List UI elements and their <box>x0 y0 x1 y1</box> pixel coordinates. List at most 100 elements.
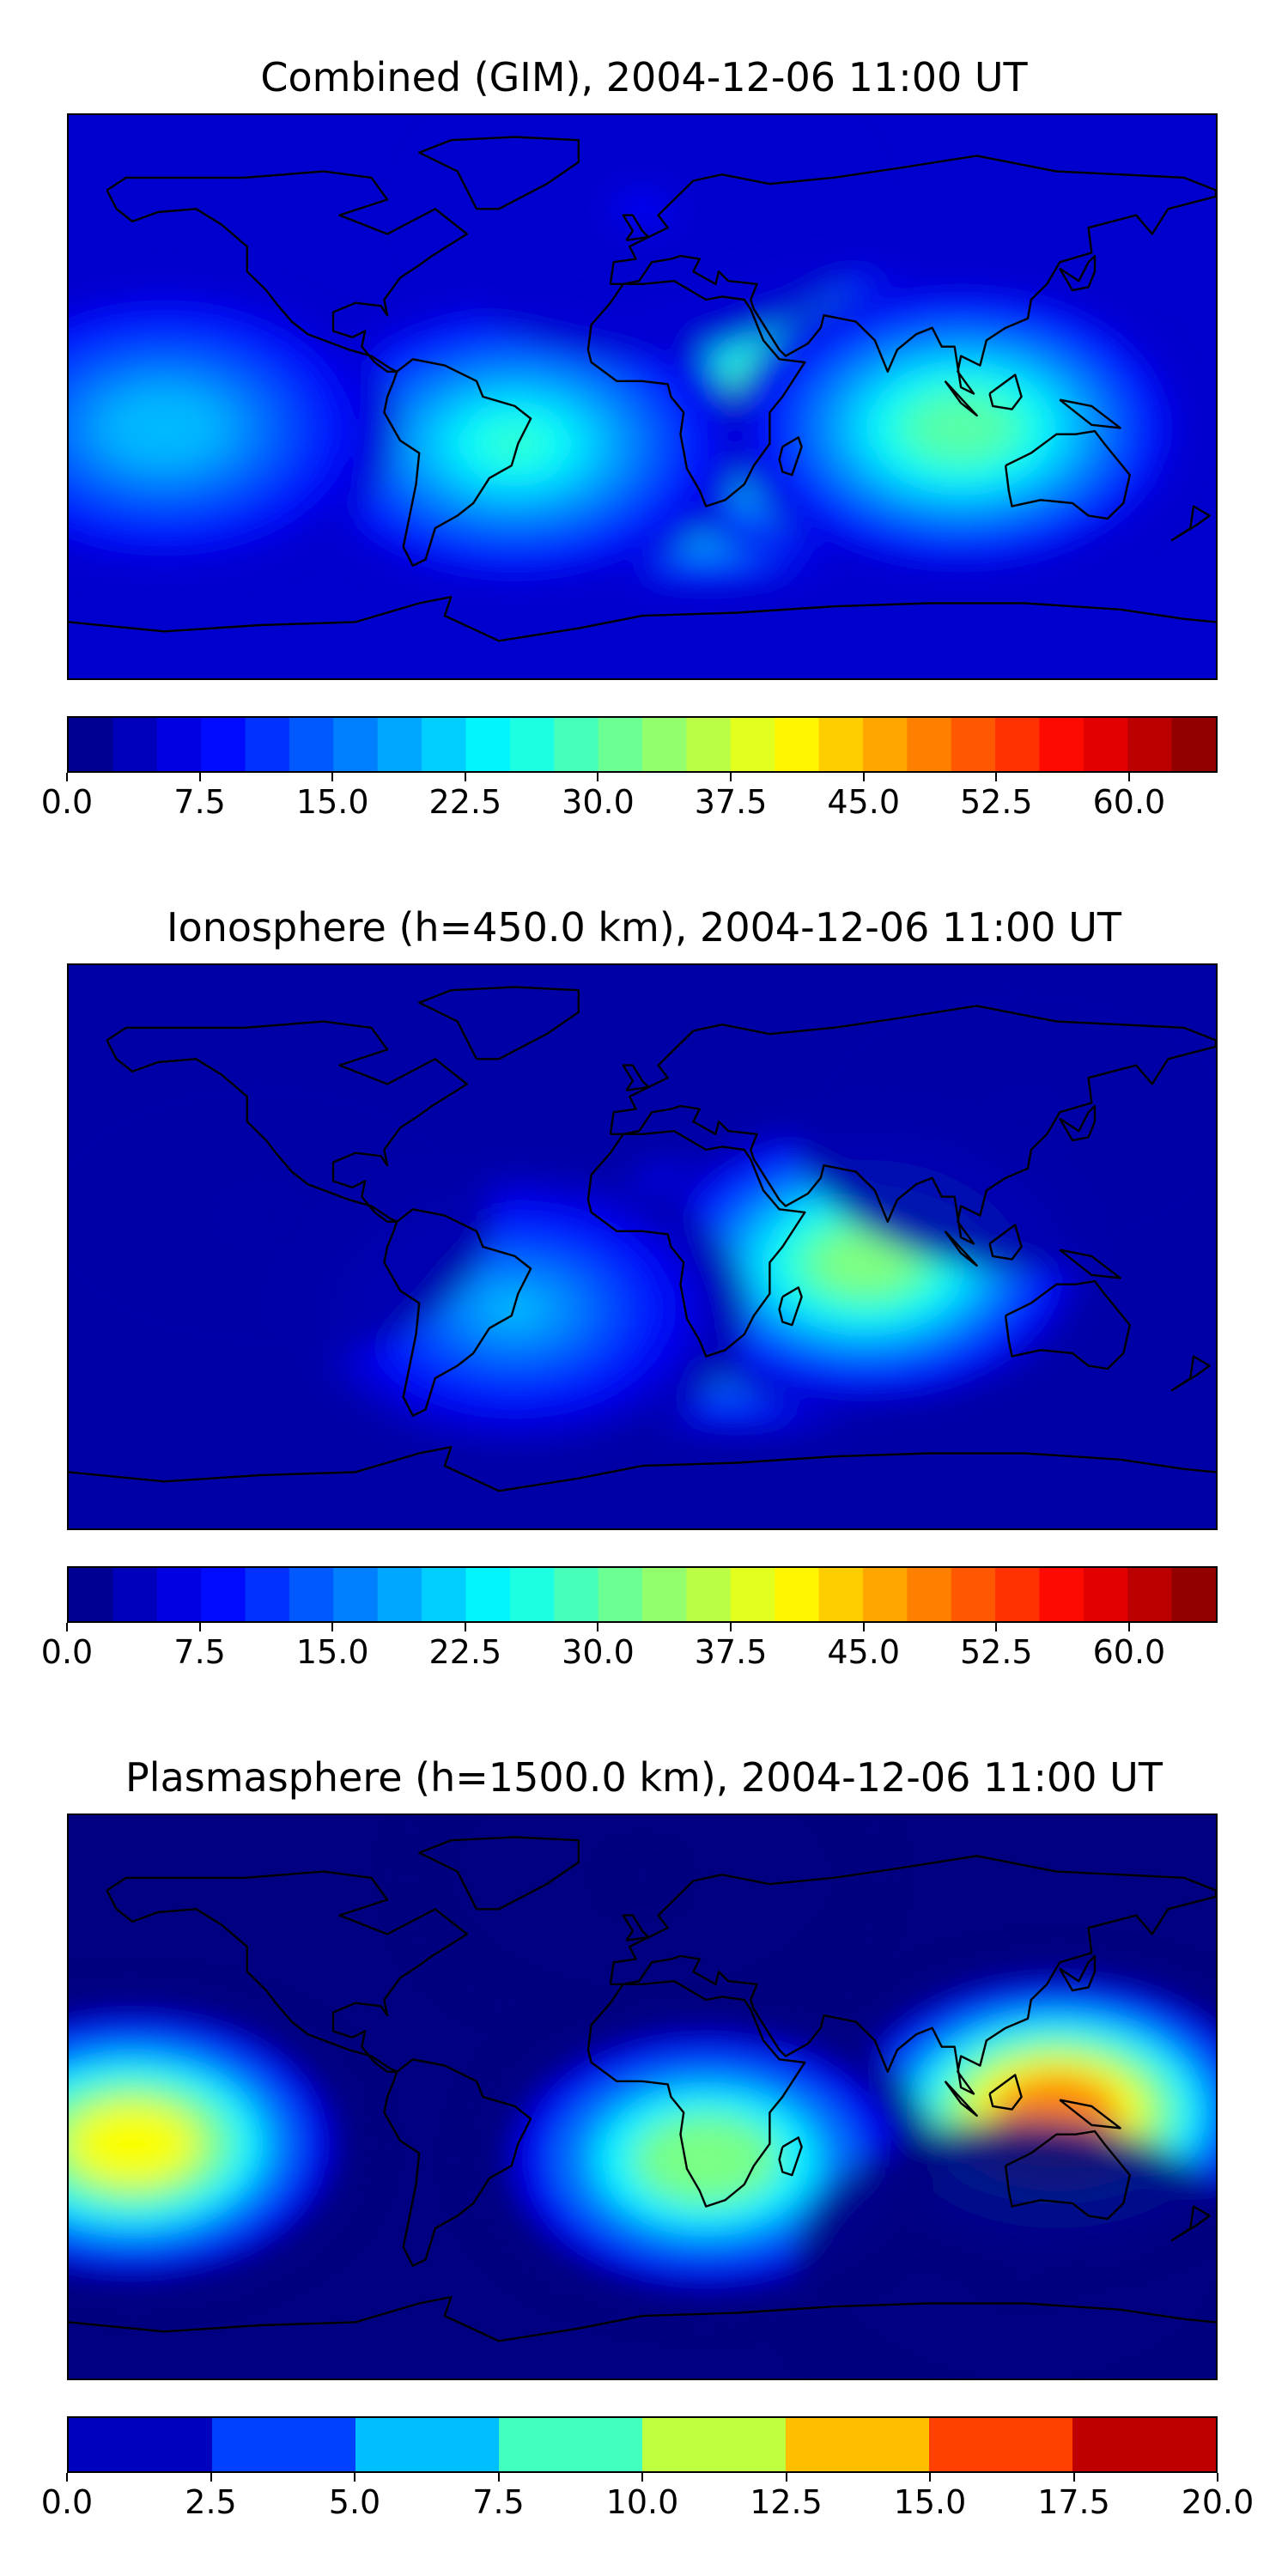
coastline <box>622 1914 650 1941</box>
colorbar-tick-label: 22.5 <box>428 783 502 821</box>
colorbar-tick <box>198 1623 201 1631</box>
colorbar-tick <box>641 2473 643 2482</box>
colorbar-swatch <box>377 1568 422 1621</box>
chart-title: Plasmasphere (h=1500.0 km), 2004-12-06 1… <box>125 1754 1163 1801</box>
coastline <box>622 214 650 241</box>
colorbar-swatch <box>1083 718 1128 771</box>
colorbar-tick-label: 0.0 <box>40 2483 94 2521</box>
colorbar-ticks: 0.0 2.5 5.0 7.5 10.0 12.5 15.0 17.5 20.0 <box>41 2473 1254 2524</box>
colorbar-swatch <box>730 1568 775 1621</box>
colorbar-svg <box>69 2418 1216 2471</box>
colorbar-swatch <box>951 718 996 771</box>
colorbar-swatch <box>929 2418 1073 2471</box>
coastline <box>106 1870 469 2073</box>
colorbar-swatch <box>642 718 687 771</box>
coastline <box>1059 254 1097 292</box>
map-plot <box>67 1814 1218 2380</box>
colorbar <box>67 2416 1218 2473</box>
coastline <box>1059 398 1121 429</box>
coastline <box>609 1005 1216 1245</box>
colorbar-tick <box>354 2473 355 2482</box>
colorbar-swatch <box>465 1568 511 1621</box>
colorbar-tick <box>464 773 466 781</box>
colorbar-tick <box>862 773 865 781</box>
coastline <box>988 374 1023 410</box>
colorbar-swatch <box>156 1568 202 1621</box>
colorbar-swatch <box>554 718 599 771</box>
colorbar-swatch <box>730 718 775 771</box>
colorbar-tick-label: 7.5 <box>173 1633 226 1671</box>
colorbar-swatch <box>465 718 511 771</box>
field-peak <box>613 191 671 227</box>
coastline <box>586 1980 806 2208</box>
coastline <box>418 1836 580 1911</box>
coastline <box>1059 1249 1121 1279</box>
colorbar-swatch <box>377 718 422 771</box>
colorbar-tick <box>730 773 732 781</box>
coastline <box>1004 429 1131 520</box>
field-peak <box>677 2142 736 2177</box>
colorbar-tick <box>785 2473 787 2482</box>
panel-combined: Combined (GIM), 2004-12-06 11:00 UT 0.0 7… <box>0 0 1288 859</box>
colorbar-swatch <box>686 1568 732 1621</box>
colorbar-tick <box>1072 2473 1075 2482</box>
colorbar-swatch <box>355 2418 500 2471</box>
colorbar-tick-label: 5.0 <box>328 2483 381 2521</box>
colorbar-swatch <box>995 718 1041 771</box>
coastline <box>383 1208 532 1417</box>
chart-title: Ionosphere (h=450.0 km), 2004-12-06 11:0… <box>167 904 1121 951</box>
colorbar-tick-label: 30.0 <box>562 1633 635 1671</box>
coastline <box>1170 2205 1211 2242</box>
coastline <box>1059 1954 1097 1992</box>
field-level <box>410 115 874 359</box>
colorbar-swatch <box>112 1568 158 1621</box>
coastline <box>106 1020 469 1223</box>
colorbar-swatch <box>212 2418 356 2471</box>
colorbar-tick <box>597 773 599 781</box>
colorbar-tick-label: 15.0 <box>295 1633 369 1671</box>
coastline <box>1170 1355 1211 1392</box>
colorbar-swatch <box>1171 1568 1216 1621</box>
colorbar-tick-label: 60.0 <box>1092 1633 1166 1671</box>
coastline <box>1059 2099 1121 2129</box>
colorbar-tick <box>198 773 201 781</box>
colorbar-tick <box>1127 773 1130 781</box>
field-peak <box>135 410 194 446</box>
coastline <box>1170 505 1211 542</box>
colorbar-tick-label: 52.5 <box>959 783 1033 821</box>
colorbar-tick-label: 7.5 <box>173 783 226 821</box>
colorbar-tick-label: 60.0 <box>1092 783 1166 821</box>
colorbar-swatch <box>598 718 643 771</box>
colorbar-tick-label: 0.0 <box>40 1633 94 1671</box>
field-peak <box>485 426 544 461</box>
colorbar-swatch <box>245 718 290 771</box>
coastline <box>418 136 580 210</box>
colorbar-swatch <box>907 718 952 771</box>
colorbar <box>67 716 1218 773</box>
colorbar-swatch <box>818 1568 864 1621</box>
colorbar-ticks: 0.0 7.5 15.0 22.5 30.0 37.5 45.0 52.5 60.0 <box>41 1623 1218 1674</box>
field-level <box>793 2119 1216 2379</box>
colorbar-swatch <box>862 1568 908 1621</box>
colorbar-tick <box>929 2473 931 2482</box>
chart-title: Combined (GIM), 2004-12-06 11:00 UT <box>260 54 1028 100</box>
coastline <box>944 380 978 417</box>
colorbar-tick <box>210 2473 212 2482</box>
colorbar-tick-label: 2.5 <box>185 2483 237 2521</box>
colorbar-tick <box>1217 2473 1218 2482</box>
coastline <box>69 596 1216 642</box>
colorbar-tick <box>464 1623 466 1631</box>
colorbar-tick-label: 37.5 <box>694 783 768 821</box>
colorbar-tick-label: 37.5 <box>694 1633 768 1671</box>
colorbar-swatch <box>201 718 246 771</box>
coastline <box>609 155 1216 395</box>
field-peak <box>230 1198 289 1233</box>
colorbar-swatch <box>422 718 467 771</box>
colorbar-ticks: 0.0 7.5 15.0 22.5 30.0 37.5 45.0 52.5 60.0 <box>41 773 1218 824</box>
coastline <box>988 1224 1023 1261</box>
colorbar-tick-label: 7.5 <box>472 2483 525 2521</box>
heatmap-svg <box>69 1815 1216 2379</box>
field-peak <box>932 410 991 446</box>
colorbar-tick <box>1127 1623 1130 1631</box>
colorbar-swatch <box>862 718 908 771</box>
